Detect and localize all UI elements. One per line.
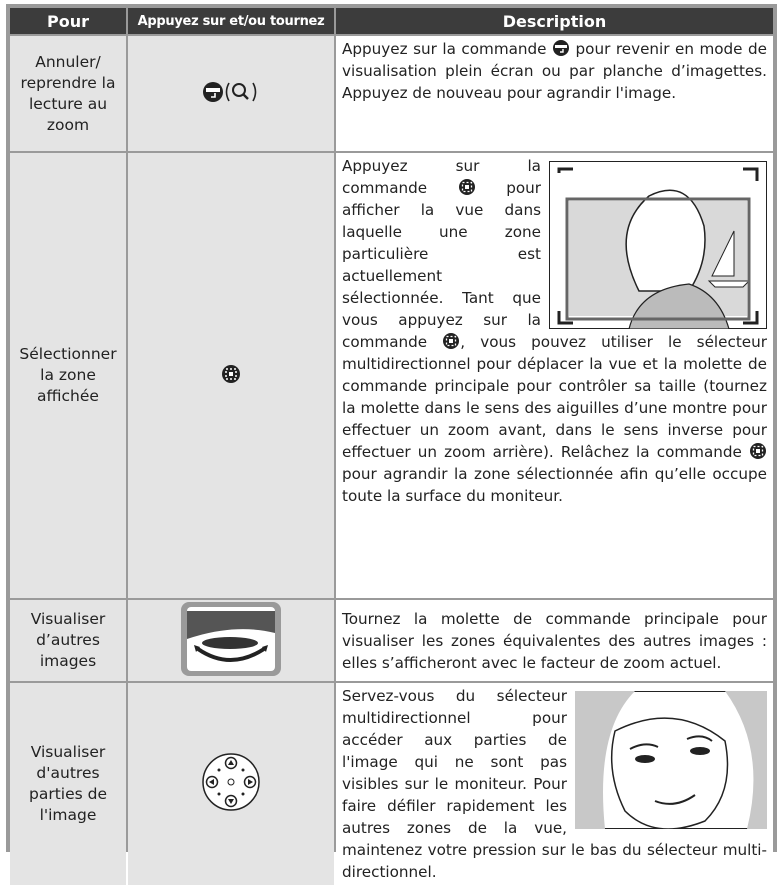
face-illustration	[575, 691, 767, 829]
action-cell: Visualiser d’autres images	[10, 600, 126, 681]
text: pour afficher la vue dans laquelle une z…	[342, 179, 541, 351]
multi-selector-icon	[202, 753, 260, 811]
control-cell	[128, 683, 334, 885]
table: Pour Appuyez sur et/ou tournez Descripti…	[8, 6, 775, 887]
text: Appuyez sur la commande	[342, 157, 541, 197]
zoom-area-icon	[222, 364, 240, 383]
control-cell	[128, 153, 334, 598]
table-frame: Pour Appuyez sur et/ou tournez Descripti…	[6, 4, 777, 885]
zoom-area-illustration	[549, 161, 767, 329]
zoom-area-icon	[750, 443, 767, 459]
text: Tournez la molette de commande principal…	[342, 609, 767, 672]
text: pour agrandir la zone sélectionnée afin …	[342, 465, 767, 505]
text: pour revenir en mode de visualisation pl…	[342, 40, 767, 102]
zoom-area-icon	[458, 179, 475, 195]
action-cell: Visualiser d'autres parties de l'image	[10, 683, 126, 885]
control-cell	[128, 600, 334, 681]
description-cell: Tournez la molette de commande principal…	[336, 600, 773, 681]
text: Appuyez sur la commande	[342, 40, 547, 58]
description-cell: Servez-vous du sélecteur multidirectionn…	[336, 683, 773, 885]
dial-illustration	[181, 601, 281, 676]
header-cell: Appuyez sur et/ou tournez	[128, 8, 334, 34]
row: Visualiser d’autres images Tournez la mo…	[10, 600, 773, 681]
action-cell: Sélectionner la zone affichée	[10, 153, 126, 598]
enter-zoom-icon	[203, 81, 257, 102]
row: Sélectionner la zone affichée Appuyez su…	[10, 153, 773, 598]
description-cell: Appuyez sur la commande pour afficher la…	[336, 153, 773, 598]
text: , vous pouvez utiliser le sélecteur mult…	[342, 333, 768, 461]
row: Annuler/ reprendre la lecture au zoom Ap…	[10, 36, 773, 151]
row: Visualiser d'autres parties de l'image	[10, 683, 773, 885]
zoom-area-icon	[443, 333, 460, 349]
text: Servez-vous du sélecteur multidirectionn…	[342, 687, 767, 881]
control-cell	[128, 36, 334, 151]
enter-icon	[553, 40, 570, 56]
header-cell: Pour	[10, 8, 126, 34]
header-row: Pour Appuyez sur et/ou tournez Descripti…	[10, 8, 773, 34]
action-cell: Annuler/ reprendre la lecture au zoom	[10, 36, 126, 151]
description-cell: Appuyez sur la commande pour revenir en …	[336, 36, 773, 151]
header-cell: Description	[336, 8, 773, 34]
